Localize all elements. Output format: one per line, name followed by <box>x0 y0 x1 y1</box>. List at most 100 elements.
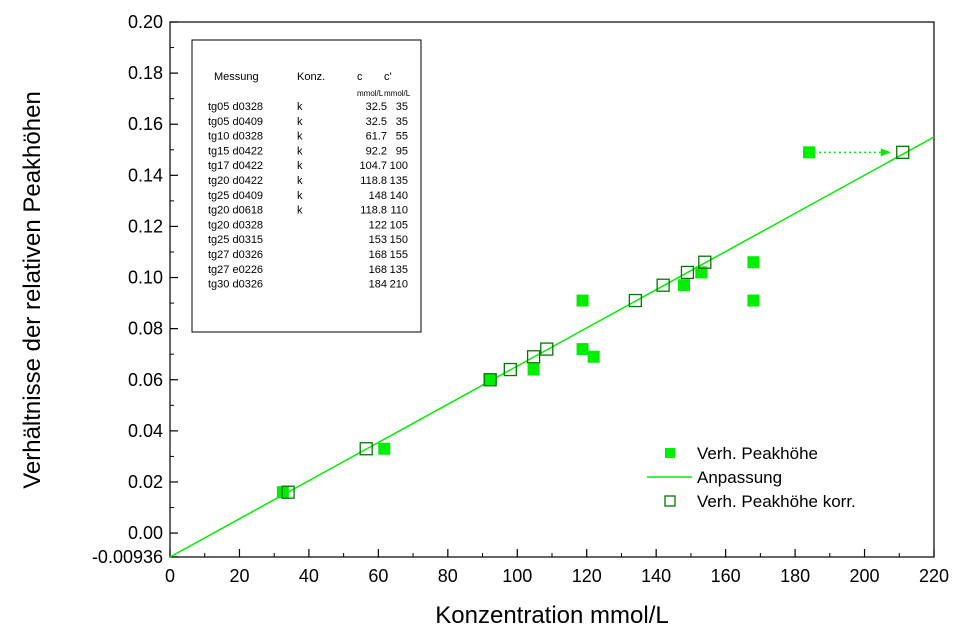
legend-label: Verh. Peakhöhe korr. <box>697 492 856 511</box>
table-cell: 118.8 <box>360 175 387 187</box>
y-tick-label: 0.04 <box>128 421 163 441</box>
point-verh-peakhoehe-korr <box>656 278 670 292</box>
table-cell: 135 <box>390 264 408 276</box>
x-tick-label: 60 <box>368 566 388 586</box>
legend-swatch-open <box>664 495 676 507</box>
table-cell: 122 <box>369 219 387 231</box>
table-header: Konz. <box>297 71 325 83</box>
table-cell: 148 <box>369 190 387 202</box>
y-tick-label: 0.08 <box>128 319 163 339</box>
table-cell: k <box>297 160 303 172</box>
table-cell: 92.2 <box>366 145 387 157</box>
table-cell: tg17 d0422 <box>208 160 263 172</box>
table-cell: 153 <box>369 234 387 246</box>
table-header: c <box>357 71 363 83</box>
point-verh-peakhoehe <box>378 442 391 455</box>
point-verh-peakhoehe <box>747 256 760 269</box>
y-tick-label: 0.02 <box>128 472 163 492</box>
table-cell: k <box>297 131 303 143</box>
table-cell: 35 <box>396 101 408 113</box>
table-cell: k <box>297 101 303 113</box>
table-cell: 110 <box>390 205 408 217</box>
x-tick-label: 0 <box>165 566 175 586</box>
table-cell: tg25 d0315 <box>208 234 263 246</box>
point-verh-peakhoehe <box>276 486 289 499</box>
table-cell: tg30 d0326 <box>208 279 263 291</box>
table-unit: mmol/L <box>384 89 411 98</box>
y-tick-label: 0.16 <box>128 114 163 134</box>
point-verh-peakhoehe <box>576 343 589 356</box>
x-tick-label: 20 <box>229 566 249 586</box>
table-cell: 168 <box>369 249 387 261</box>
table-cell: 184 <box>369 279 387 291</box>
table-cell: tg05 d0409 <box>208 116 263 128</box>
table-cell: 135 <box>390 175 408 187</box>
y-tick-label: 0.06 <box>128 370 163 390</box>
table-cell: tg27 d0326 <box>208 249 263 261</box>
point-verh-peakhoehe <box>576 294 589 307</box>
x-tick-label: 200 <box>850 566 880 586</box>
legend-label: Anpassung <box>697 468 782 487</box>
table-cell: k <box>297 205 303 217</box>
table-cell: tg10 d0328 <box>208 131 263 143</box>
arrow-head <box>880 148 891 157</box>
y-axis-ticks: -0.00936 0.00 0.02 0.04 0.06 0.08 0.10 0.12 0.14… <box>92 12 178 567</box>
table-cell: 168 <box>369 264 387 276</box>
table-cell: 210 <box>390 279 408 291</box>
table-cell: 100 <box>390 160 408 172</box>
x-tick-label: 80 <box>438 566 458 586</box>
table-cell: 35 <box>396 116 408 128</box>
table-header: Messung <box>214 71 259 83</box>
point-verh-peakhoehe <box>484 373 497 386</box>
point-verh-peakhoehe-korr <box>503 362 517 377</box>
x-axis-ticks: 0 20 40 60 80 100 120 140 160 180 200 220 <box>165 549 949 586</box>
table-cell: k <box>297 145 303 157</box>
point-verh-peakhoehe-korr <box>526 350 541 364</box>
point-verh-peakhoehe-korr <box>483 373 497 387</box>
legend-label: Verh. Peakhöhe <box>697 444 818 463</box>
y-axis-title: Verhältnisse der relativen Peakhöhen <box>19 91 46 489</box>
point-verh-peakhoehe <box>802 146 815 159</box>
table-cell: 118.8 <box>360 205 387 217</box>
fit-line <box>169 136 935 558</box>
point-verh-peakhoehe <box>527 363 540 376</box>
x-tick-label: 140 <box>641 566 671 586</box>
x-tick-label: 220 <box>919 566 949 586</box>
table-cell: 140 <box>390 190 408 202</box>
x-tick-label: 120 <box>572 566 602 586</box>
table-cell: 104.7 <box>359 160 387 172</box>
x-tick-label: 100 <box>502 566 532 586</box>
y-tick-label: 0.00 <box>128 523 163 543</box>
point-verh-peakhoehe-korr <box>359 442 373 456</box>
table-cell: tg05 d0328 <box>208 101 263 113</box>
y-tick-label: 0.20 <box>128 12 163 32</box>
x-tick-label: 40 <box>299 566 319 586</box>
point-verh-peakhoehe-korr <box>896 145 910 159</box>
x-tick-label: 160 <box>711 566 741 586</box>
point-verh-peakhoehe-korr <box>281 485 295 499</box>
table-cell: k <box>297 116 303 128</box>
table-cell: 155 <box>390 249 408 261</box>
point-verh-peakhoehe <box>677 279 690 292</box>
point-verh-peakhoehe-korr <box>698 255 712 269</box>
points-layer <box>276 145 910 499</box>
legend: Verh. Peakhöhe Anpassung Verh. Peakhöhe ko… <box>647 444 856 511</box>
fit-line-layer <box>169 136 935 558</box>
table-cell: 32.5 <box>366 101 387 113</box>
table-unit: mmol/L <box>357 89 384 98</box>
point-verh-peakhoehe-korr <box>680 265 695 280</box>
y-tick-label: 0.12 <box>128 216 163 236</box>
table-cell: 55 <box>396 131 408 143</box>
y-tick-label: -0.00936 <box>92 547 163 567</box>
point-verh-peakhoehe-korr <box>628 293 642 308</box>
table-cell: tg20 d0328 <box>208 219 263 231</box>
table-cell: k <box>297 190 303 202</box>
table-cell: tg25 d0409 <box>208 190 263 202</box>
table-cell: 105 <box>390 219 408 231</box>
table-cell: 95 <box>396 145 408 157</box>
y-tick-label: 0.10 <box>128 268 163 288</box>
table-cell: tg27 e0226 <box>208 264 263 276</box>
y-tick-label: 0.18 <box>128 63 163 83</box>
